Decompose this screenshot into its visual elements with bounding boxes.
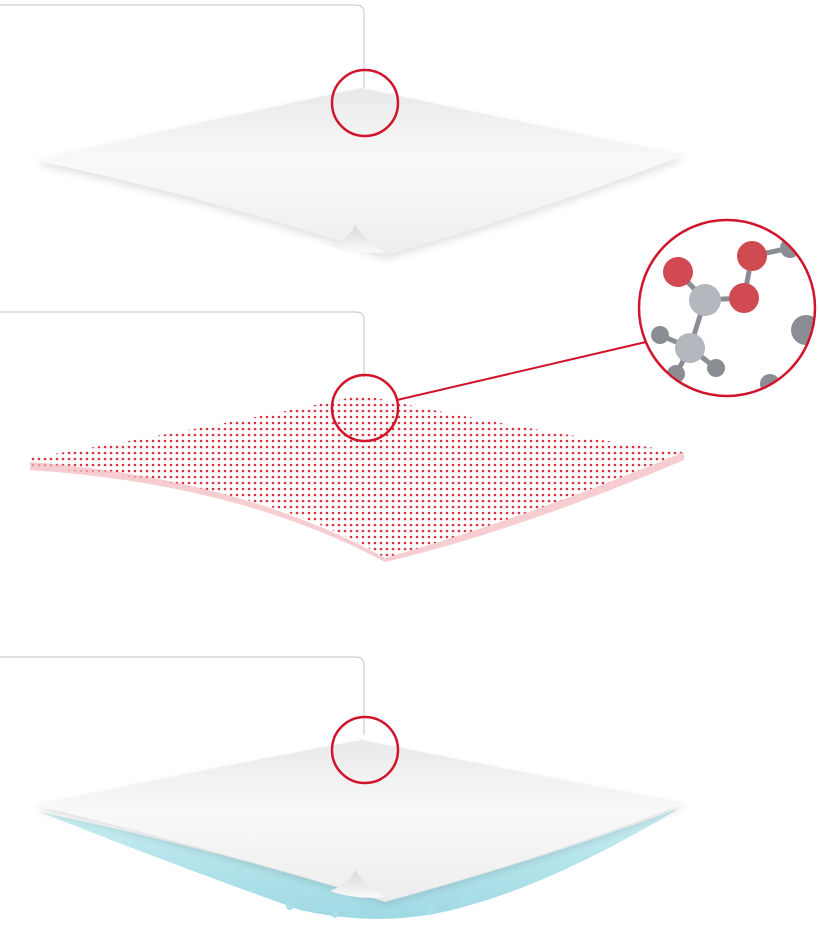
droplet — [255, 879, 261, 885]
atom — [729, 283, 759, 313]
sheet-curl — [330, 225, 385, 253]
treated-sheet-edge — [30, 452, 684, 562]
droplet — [497, 887, 503, 893]
droplet — [286, 902, 294, 910]
atom — [663, 257, 693, 287]
connector-line — [0, 656, 365, 735]
droplet — [238, 868, 242, 872]
atom — [737, 241, 767, 271]
highlight-circle — [330, 715, 400, 785]
droplet — [458, 896, 466, 904]
connector-line — [0, 4, 365, 88]
zoom-line — [396, 341, 647, 401]
atom — [651, 326, 669, 344]
sheet — [35, 740, 685, 900]
droplet — [332, 912, 338, 918]
zoom-circle — [637, 218, 817, 398]
atom — [675, 333, 705, 363]
treated-sheet — [30, 395, 684, 558]
sheet — [35, 88, 685, 255]
connector-line — [0, 311, 365, 378]
highlight-circle — [330, 373, 400, 443]
droplets — [238, 868, 503, 918]
sheet-curl — [330, 870, 385, 898]
droplet — [425, 905, 435, 915]
atom — [689, 284, 721, 316]
atom — [707, 359, 725, 377]
highlight-circle — [330, 68, 400, 138]
